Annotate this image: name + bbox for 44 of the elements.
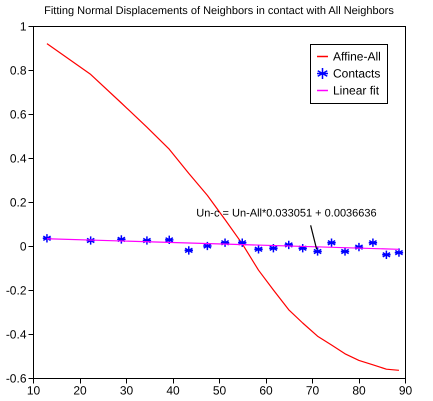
x-tick-label: 20 [73,384,87,398]
point [184,245,194,256]
y-tick-label: 0.2 [10,196,27,210]
x-tick-label: 10 [26,384,40,398]
point [381,250,392,260]
point [340,246,350,256]
point [354,242,364,252]
point [254,244,264,254]
x-tick-label: 50 [212,384,226,398]
legend-label: Contacts [333,66,380,80]
y-tick-label: -0.2 [6,284,27,298]
point [326,238,336,248]
y-tick-label: 0.8 [10,64,27,78]
point [394,248,404,258]
y-tick-label: 0 [20,240,27,254]
line-series [46,43,400,371]
y-tick-label: 1 [20,20,27,34]
point [298,243,308,254]
point [220,238,230,248]
point [237,238,248,248]
point [116,234,126,244]
point [284,240,294,250]
point [86,236,96,246]
legend-label: Affine-All [333,50,381,64]
chart-title: Fitting Normal Displacements of Neighbors in contact with All Neighbors [44,5,394,17]
x-tick-label: 70 [306,384,320,398]
point [42,233,52,244]
point [142,236,152,246]
y-tick-label: -0.4 [6,328,27,342]
y-tick-label: 0.4 [10,152,27,166]
legend-label: Linear fit [333,84,380,98]
point [202,241,212,251]
point [312,246,323,256]
x-tick-label: 30 [120,384,134,398]
x-tick-label: 80 [352,384,366,398]
x-tick-label: 40 [166,384,180,398]
annotation: Un-c = Un-All*0.033051 + 0.0036636 [196,207,377,220]
point [268,243,278,254]
point [164,234,174,245]
y-tick-label: 0.6 [10,108,27,122]
point [368,238,378,248]
x-tick-label: 60 [259,384,273,398]
y-tick-label: -0.6 [6,372,27,386]
x-tick-label: 90 [398,384,412,398]
